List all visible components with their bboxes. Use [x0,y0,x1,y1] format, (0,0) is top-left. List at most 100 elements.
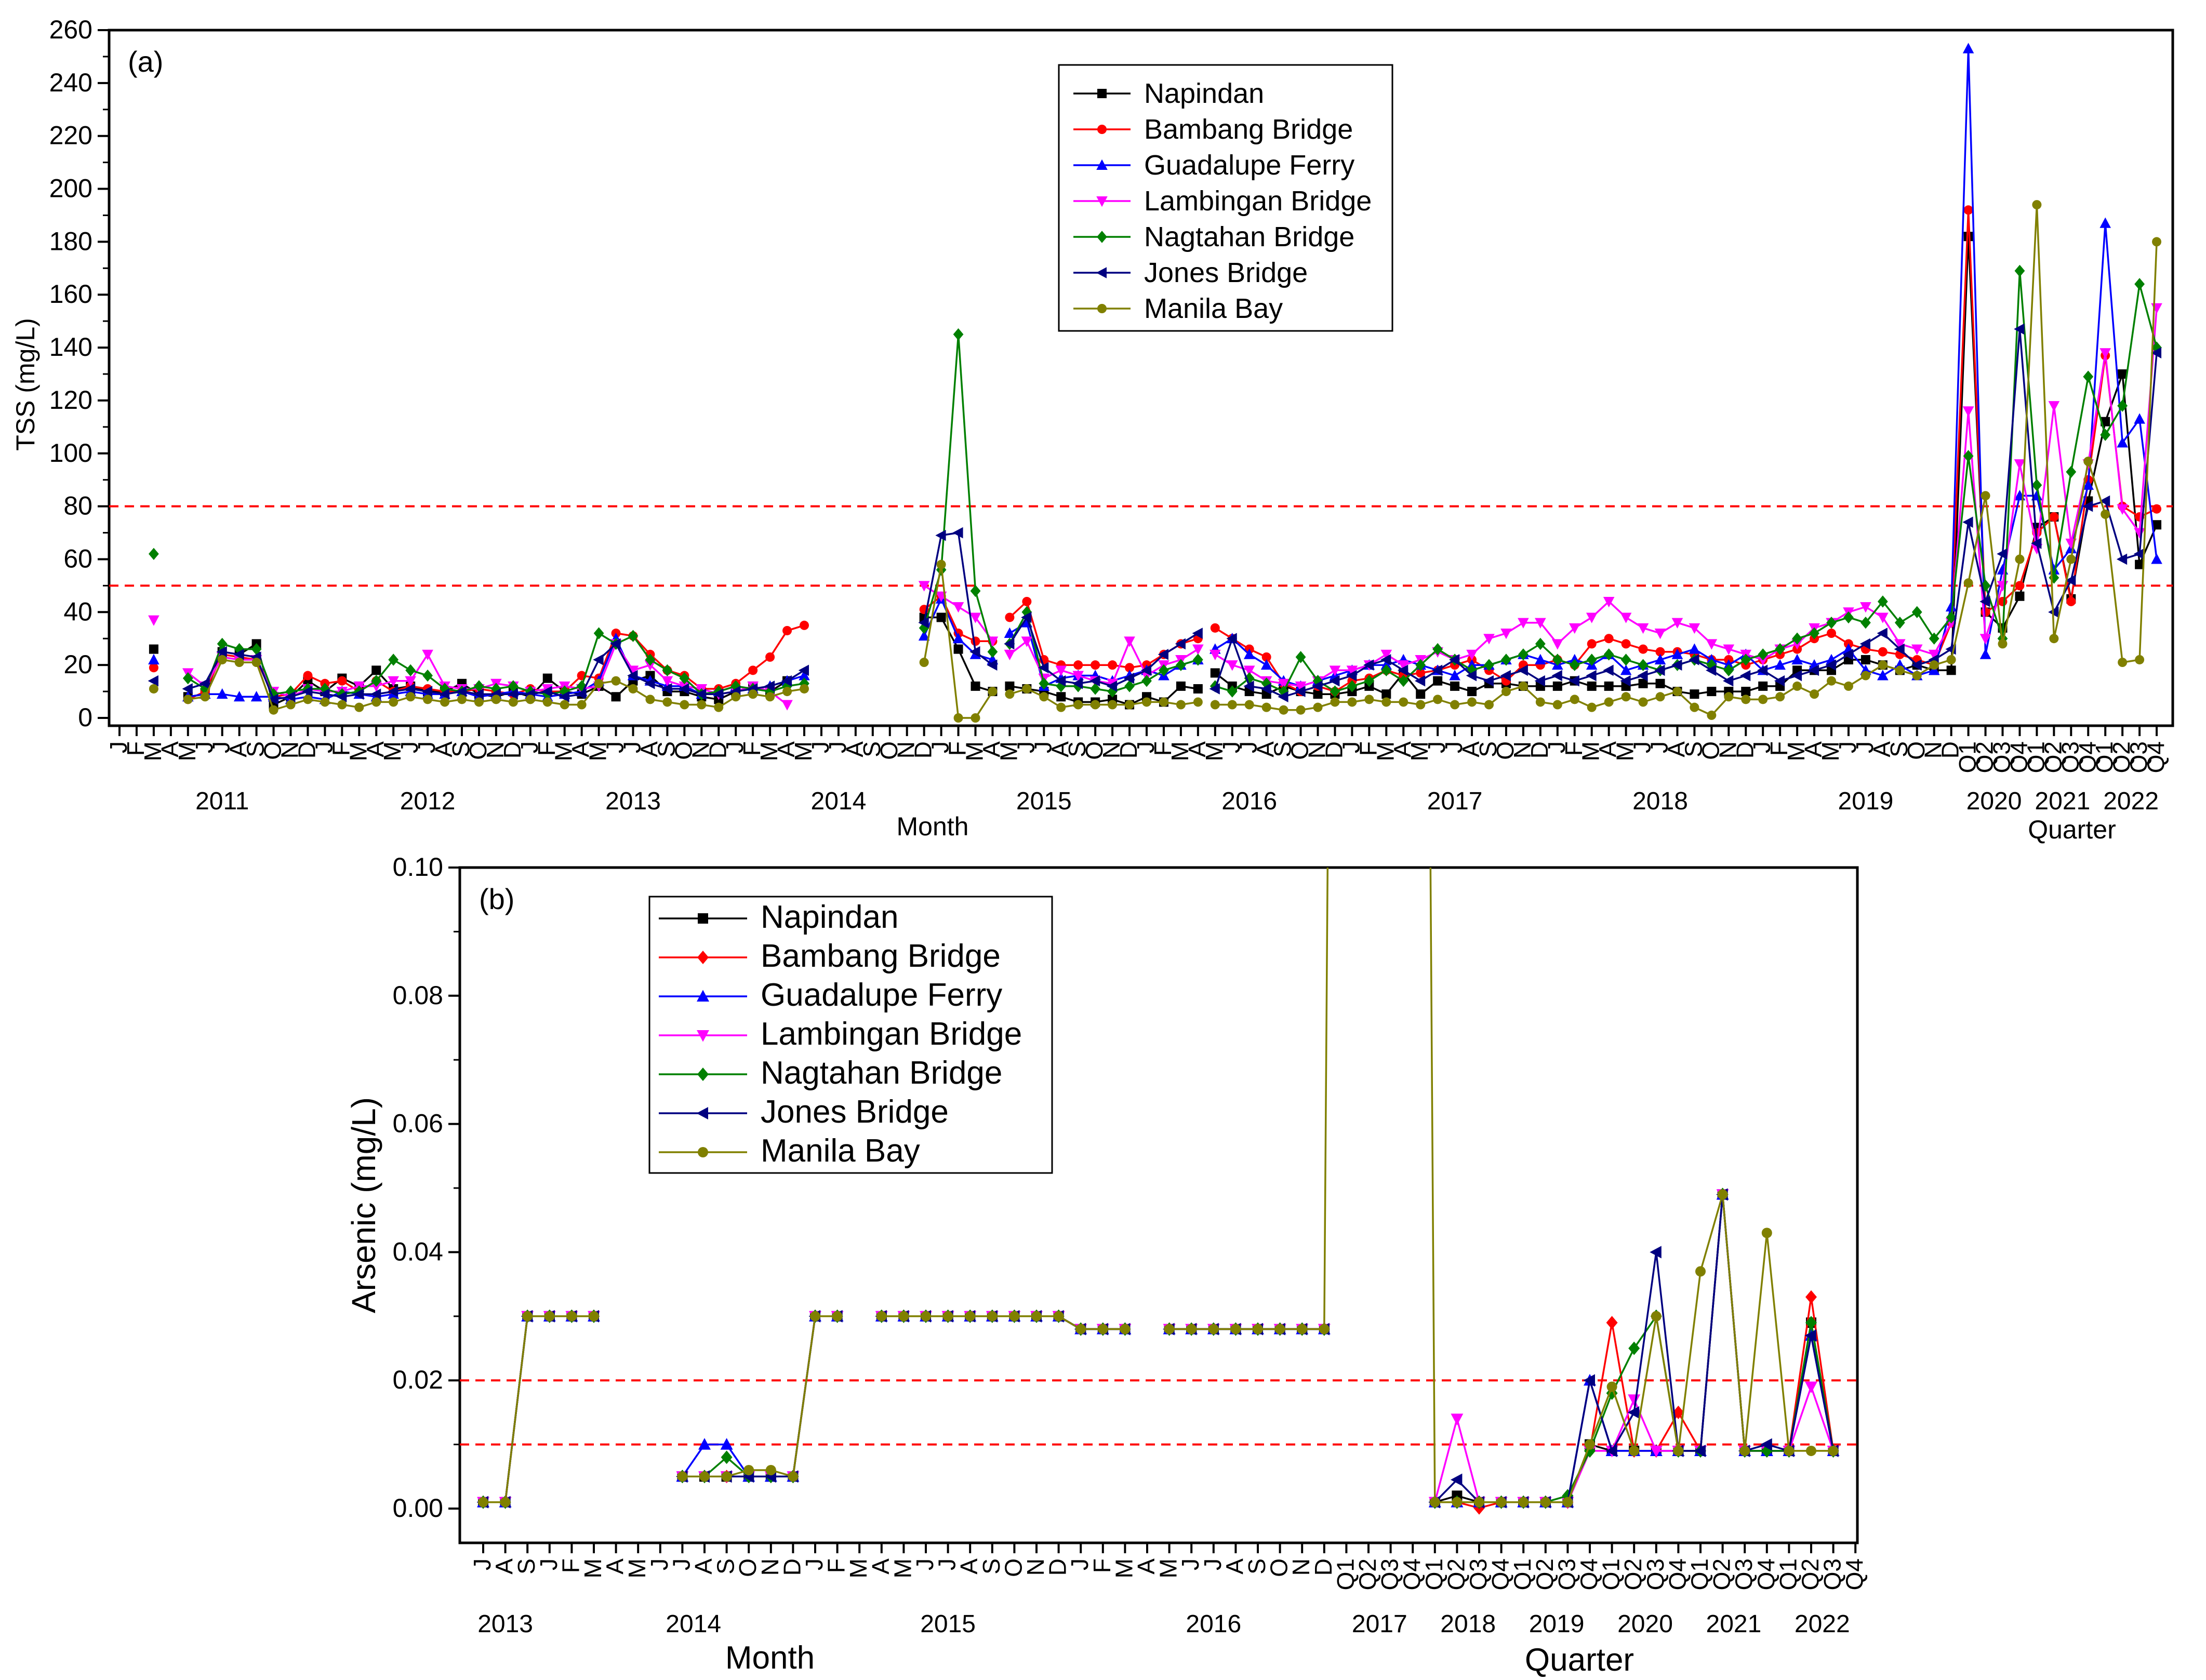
x-tick-label: J [396,741,423,753]
data-point [1433,676,1443,686]
legend-label: Jones Bridge [1144,257,1308,288]
y-axis-a: 0 20 40 60 80 100 120 140 160 180 200 220 240 260 [49,15,109,732]
data-point [781,675,792,687]
x-tick-label: A [867,1558,894,1575]
legend-label: Guadalupe Ferry [1144,150,1354,181]
data-point [1164,1324,1175,1335]
data-point [1655,678,1665,688]
data-point [1123,672,1135,684]
data-point [952,602,964,613]
x-tick-label: D [1115,741,1142,758]
x-tick-label: F [327,741,354,756]
x-tick-label: J [310,741,337,753]
data-point [1055,665,1067,676]
data-point [1021,636,1033,647]
data-point [1723,675,1734,687]
legend-marker [1096,196,1108,207]
x-tick-label: A [1221,1558,1248,1575]
data-point [1760,1438,1772,1451]
series-line [1009,688,1199,709]
data-point [810,1311,820,1322]
x-tick-label: Q2 [1442,1558,1469,1590]
data-point [2099,348,2111,359]
data-point [217,637,228,650]
x-axis-title-quarter-b: Quarter [1525,1642,1634,1678]
legend-marker [1096,159,1108,170]
year-label: 2012 [400,788,456,815]
data-point [1330,685,1340,698]
data-point [1313,702,1323,712]
data-point [782,687,792,697]
data-point [1843,611,1854,624]
x-tick-label: A [1457,741,1484,757]
data-point [1125,663,1135,673]
data-point [544,1311,555,1322]
data-point [1244,700,1254,710]
series-line [881,1315,1125,1330]
data-point [1120,1324,1131,1335]
x-tick-label: F [944,741,971,756]
data-point [2014,264,2025,277]
data-point [1586,612,1598,623]
x-tick-label: S [1680,741,1707,757]
data-point [1483,634,1495,645]
data-point [1329,675,1340,687]
x-tick-label: Q1 [1598,1558,1625,1590]
data-point [268,694,278,705]
x-tick-label: N [1714,741,1741,758]
legend-label: Lambingan Bridge [1144,185,1372,217]
data-point [971,681,980,691]
x-tick-label: A [841,741,868,757]
data-point [336,691,347,703]
data-point [782,625,792,635]
data-point [1158,648,1168,660]
data-point [1416,700,1426,710]
data-point [1741,687,1751,697]
data-point [1449,670,1460,681]
x-tick-label: M [1577,741,1604,761]
legend-marker [1097,231,1107,243]
x-tick-label: Q3 [1465,1558,1492,1590]
data-point [628,684,638,694]
x-tick-label: Q3 [1730,1558,1757,1590]
series-line [1215,271,2158,693]
data-point [404,683,416,695]
x-tick-label: F [533,741,560,756]
data-point [645,654,656,666]
data-point [1312,681,1323,692]
data-point [1347,680,1358,692]
x-tick-label: N [1022,1558,1049,1576]
data-point [1399,697,1408,707]
series-line [881,1315,1125,1330]
data-point [1650,1246,1662,1259]
data-point [1604,681,1614,691]
year-label: 2011 [195,788,249,815]
data-point [1501,687,1511,697]
x-tick-label: A [602,1558,629,1575]
legend-marker [1097,304,1107,313]
x-tick-label: Q1 [1686,1558,1713,1590]
x-tick-label: A [1594,741,1622,757]
x-tick-label: S [712,1558,739,1575]
data-point [935,529,946,541]
data-point [1534,675,1545,687]
data-point [1570,695,1579,704]
series-line [682,1315,838,1478]
x-tick-label: F [738,741,765,756]
legend-marker [698,913,708,924]
data-point [269,705,278,715]
data-point [1774,675,1785,687]
x-tick-label: Q4 [1841,1558,1868,1590]
data-point [936,612,946,622]
data-point [1690,689,1699,699]
data-point [389,697,398,707]
data-point [182,683,193,695]
x-tick-label: Q2 [1619,1558,1646,1590]
data-point [1159,697,1168,707]
data-point [1859,638,1870,650]
x-tick-label: F [1088,1558,1115,1573]
data-point [1208,1324,1219,1335]
data-point [1946,655,1956,664]
data-point [1775,692,1785,702]
